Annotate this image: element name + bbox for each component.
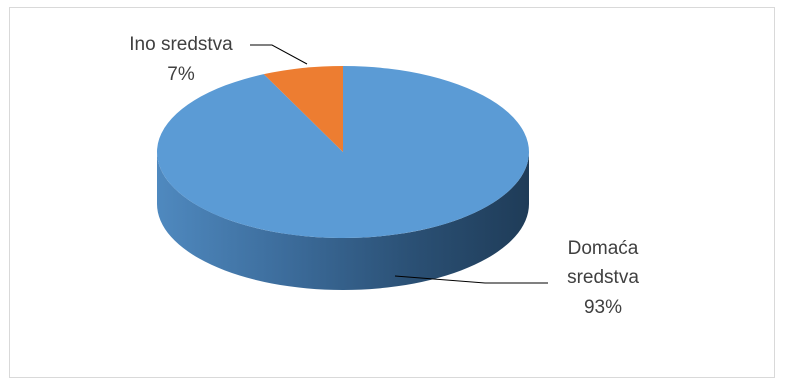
- data-label-ino-name: Ino sredstva: [129, 34, 233, 55]
- data-label-domaca-name-line1: Domaća: [568, 238, 639, 259]
- pie-side-domaca: [157, 152, 529, 290]
- data-label-ino-value: 7%: [167, 64, 195, 85]
- leader-line-ino: [250, 44, 308, 65]
- leader-line-domaca: [394, 275, 548, 284]
- pie-slice-ino-sredstva: [263, 66, 343, 152]
- data-label-domaca-name-line2: sredstva: [567, 267, 639, 288]
- pie-slice-domaca-sredstva: [156, 66, 529, 238]
- data-label-domaca-value: 93%: [584, 297, 622, 318]
